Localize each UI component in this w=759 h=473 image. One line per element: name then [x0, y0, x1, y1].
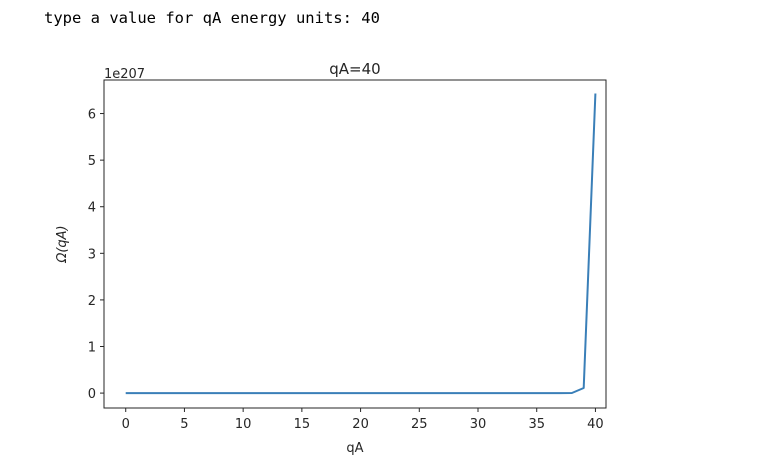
prompt-label: type a value for qA energy units:	[44, 9, 362, 27]
y-tick-label: 3	[88, 247, 96, 262]
x-tick-label: 25	[411, 417, 428, 432]
x-tick-label: 10	[235, 417, 252, 432]
x-tick-label: 20	[352, 417, 369, 432]
y-tick-label: 1	[88, 341, 96, 356]
y-tick-label: 2	[88, 294, 96, 309]
series-line	[125, 93, 597, 395]
y-tick-label: 0	[88, 387, 96, 402]
x-tick-label: 15	[294, 417, 311, 432]
prompt-value[interactable]: 40	[361, 9, 380, 27]
y-tick-label: 5	[88, 154, 96, 169]
y-offset-label: 1e207	[104, 67, 145, 82]
x-tick-label: 35	[528, 417, 545, 432]
x-tick-label: 5	[180, 417, 188, 432]
chart-title: qA=40	[329, 60, 380, 78]
x-axis-ticks: 0 5 10 15 20 25 30 35 40	[122, 408, 604, 432]
x-tick-label: 0	[122, 417, 130, 432]
y-axis-ticks: 0 1 2 3 4 5 6	[88, 108, 104, 402]
y-axis-label: Ω(qA)	[55, 225, 70, 263]
x-tick-label: 40	[587, 417, 604, 432]
y-tick-label: 6	[88, 108, 96, 123]
x-axis-label: qA	[346, 441, 363, 456]
plot-area	[103, 79, 607, 409]
x-tick-label: 30	[470, 417, 487, 432]
input-prompt: type a value for qA energy units: 40	[44, 6, 380, 30]
y-tick-label: 4	[88, 201, 96, 216]
